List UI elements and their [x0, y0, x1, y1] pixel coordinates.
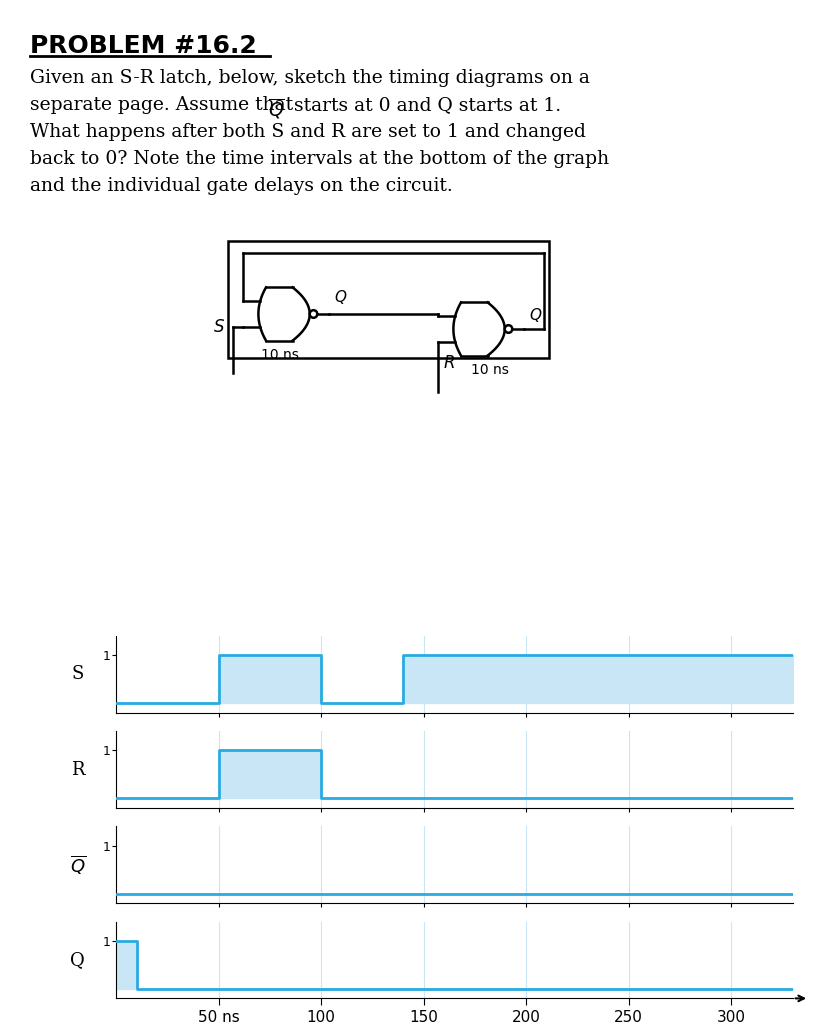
- Y-axis label: Q: Q: [71, 951, 85, 969]
- Text: What happens after both S and R are set to 1 and changed: What happens after both S and R are set …: [30, 123, 586, 141]
- Text: separate page. Assume that: separate page. Assume that: [30, 96, 299, 114]
- Y-axis label: $\overline{Q}$: $\overline{Q}$: [70, 853, 85, 877]
- Text: PROBLEM #16.2: PROBLEM #16.2: [30, 34, 256, 58]
- Text: 10 ns: 10 ns: [471, 364, 509, 377]
- Text: $Q$: $Q$: [529, 306, 542, 324]
- Y-axis label: R: R: [71, 761, 85, 778]
- Text: $Q$: $Q$: [334, 288, 347, 306]
- Text: and the individual gate delays on the circuit.: and the individual gate delays on the ci…: [30, 177, 452, 195]
- Text: $\overline{Q}$: $\overline{Q}$: [268, 96, 285, 120]
- Text: $S$: $S$: [213, 318, 225, 336]
- Text: starts at 0 and Q starts at 1.: starts at 0 and Q starts at 1.: [288, 96, 561, 114]
- Y-axis label: S: S: [71, 666, 84, 683]
- Text: 10 ns: 10 ns: [261, 348, 299, 362]
- Bar: [228, 242, 549, 357]
- Text: $R$: $R$: [443, 354, 455, 373]
- Text: Given an S-R latch, below, sketch the timing diagrams on a: Given an S-R latch, below, sketch the ti…: [30, 69, 590, 87]
- Text: back to 0? Note the time intervals at the bottom of the graph: back to 0? Note the time intervals at th…: [30, 150, 609, 168]
